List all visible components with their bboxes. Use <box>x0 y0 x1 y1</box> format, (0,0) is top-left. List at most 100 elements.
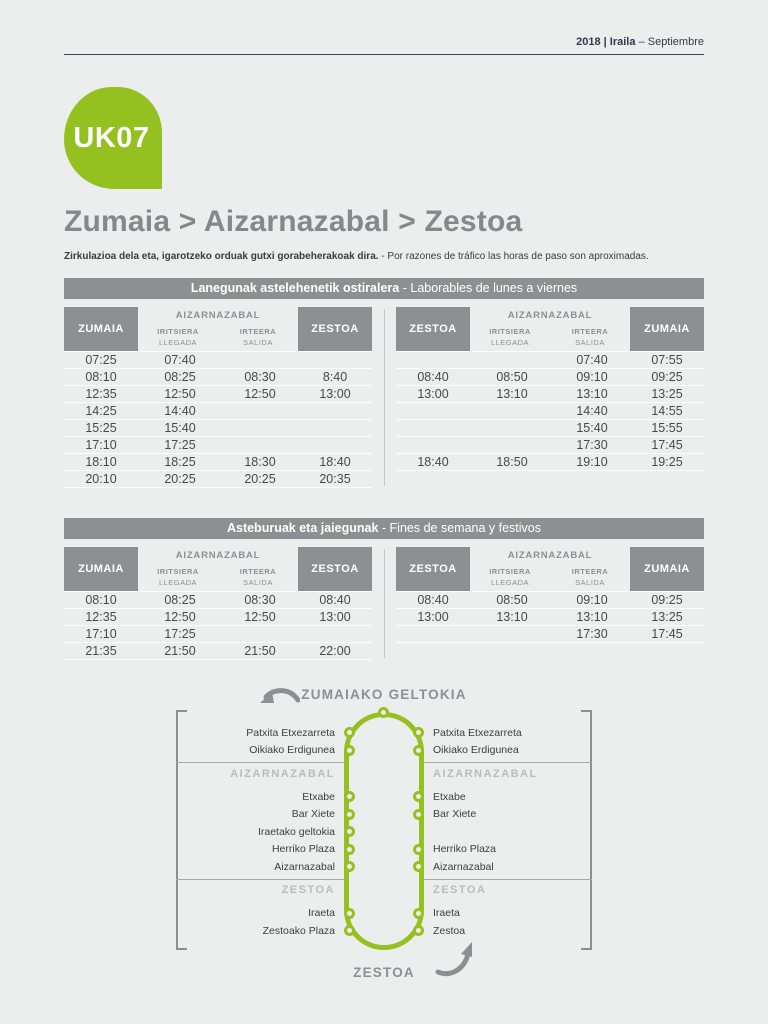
time-cell: 08:40 <box>319 593 351 607</box>
time-cell: 08:25 <box>164 370 196 384</box>
table-row: 07:40 07:55 <box>396 352 704 369</box>
stop-dot <box>413 843 424 855</box>
time-cell: 18:30 <box>244 455 276 469</box>
header-rule <box>64 54 704 55</box>
stop-label: Herriko Plaza <box>433 843 497 856</box>
stop-dot <box>344 843 355 855</box>
stop-label: Zestoa <box>433 924 466 937</box>
stop-label: Aizarnazabal <box>274 860 335 873</box>
arrival-subheader: IRITSIERA LLEGADA <box>489 327 531 347</box>
stop-dots <box>344 925 424 937</box>
stop-dot <box>344 861 355 873</box>
destination-header: ZESTOA <box>298 547 372 591</box>
weekday-outbound-table: ZUMAIA AIZARNAZABAL IRITSIERA LLEGADA IR… <box>64 307 372 488</box>
timetable-body: 08:10 08:25 08:30 08:40 12:35 12:50 12:50 13:00… <box>64 591 372 660</box>
stop-label: Zestoako Plaza <box>262 924 335 937</box>
time-cell: 17:10 <box>85 627 117 641</box>
weekday-section-bar: Lanegunak astelehenetik ostiralera - Lab… <box>64 278 704 299</box>
edition-date-rest: – Septiembre <box>638 36 704 48</box>
stop-dot <box>413 808 424 820</box>
stop-dot <box>413 907 424 919</box>
table-row: 20:10 20:25 20:25 20:35 <box>64 471 372 488</box>
stop-dot <box>344 744 355 756</box>
time-cell: 17:10 <box>85 438 117 452</box>
time-cell: 17:45 <box>651 627 683 641</box>
time-cell: 18:25 <box>164 455 196 469</box>
stop-label: Etxabe <box>302 790 335 803</box>
mid-stop-header: AIZARNAZABAL <box>507 550 593 561</box>
time-cell: 14:40 <box>576 404 608 418</box>
stop-label: Patxita Etxezarreta <box>433 726 522 739</box>
time-cell: 09:25 <box>651 370 683 384</box>
time-cell: 15:55 <box>651 421 683 435</box>
stop-dot <box>413 727 424 739</box>
time-cell: 17:30 <box>576 627 608 641</box>
origin-header: ZUMAIA <box>64 307 138 351</box>
destination-header: ZUMAIA <box>630 547 704 591</box>
time-cell: 13:10 <box>496 610 528 624</box>
time-cell: 20:25 <box>244 472 276 486</box>
traffic-note-es: - Por razones de tráfico las horas de pa… <box>381 251 649 262</box>
diagram-bottom-label: ZESTOA <box>353 964 415 980</box>
origin-header: ZESTOA <box>396 547 470 591</box>
stop-dot <box>413 744 424 756</box>
time-cell: 09:10 <box>576 593 608 607</box>
stop-dot <box>344 925 355 937</box>
diagram-stop-row: Aizarnazabal Aizarnazabal <box>176 858 592 876</box>
diagram-stop-row: Patxita Etxezarreta Patxita Etxezarreta <box>176 724 592 742</box>
table-row: 07:25 07:40 <box>64 352 372 369</box>
time-cell: 08:40 <box>417 370 449 384</box>
stop-dot <box>413 861 424 873</box>
stop-label: Oikiako Erdigunea <box>433 744 519 757</box>
stop-label: Herriko Plaza <box>271 843 335 856</box>
table-row: 08:10 08:25 08:30 08:40 <box>64 592 372 609</box>
time-cell: 13:00 <box>417 610 449 624</box>
page-title: Zumaia > Aizarnazabal > Zestoa <box>64 205 523 238</box>
diagram-section-header: AIZARNAZABAL AIZARNAZABAL <box>176 759 592 788</box>
stop-label: Etxabe <box>433 790 466 803</box>
diagram-stop-row: Etxabe Etxabe <box>176 788 592 806</box>
departure-subheader: IRTEERA SALIDA <box>239 327 277 347</box>
time-cell: 20:25 <box>164 472 196 486</box>
time-cell: 12:35 <box>85 610 117 624</box>
arrival-subheader: IRITSIERA LLEGADA <box>489 567 531 587</box>
diagram-stop-row: Herriko Plaza Herriko Plaza <box>176 841 592 859</box>
time-cell: 13:00 <box>417 387 449 401</box>
left-bracket <box>176 710 187 950</box>
time-cell: 08:50 <box>496 370 528 384</box>
departure-subheader: IRTEERA SALIDA <box>571 327 609 347</box>
time-cell: 18:50 <box>496 455 528 469</box>
weekend-section-bar: Asteburuak eta jaiegunak - Fines de sema… <box>64 518 704 539</box>
time-cell: 13:25 <box>651 610 683 624</box>
weekend-title-eu: Asteburuak eta jaiegunak <box>226 521 379 535</box>
table-row: 21:35 21:50 21:50 22:00 <box>64 643 372 660</box>
section-label: ZESTOA <box>281 884 335 896</box>
stop-dot <box>378 707 389 718</box>
weekday-return-table: ZESTOA AIZARNAZABAL IRITSIERA LLEGADA IR… <box>396 307 704 488</box>
stop-dots <box>344 727 424 739</box>
diagram-stop-row: Iraetako geltokia <box>176 823 592 841</box>
table-row: 08:40 08:50 09:10 09:25 <box>396 369 704 386</box>
table-row: 17:30 17:45 <box>396 626 704 643</box>
edition-date-bold: 2018 | Iraila <box>576 36 636 48</box>
time-cell: 18:10 <box>85 455 117 469</box>
time-cell: 19:10 <box>576 455 608 469</box>
route-entry-arrow-icon <box>260 688 300 703</box>
time-cell: 17:25 <box>164 438 196 452</box>
time-cell: 08:40 <box>417 593 449 607</box>
stop-dots <box>344 744 424 756</box>
time-cell: 13:10 <box>496 387 528 401</box>
time-cell: 21:35 <box>85 644 117 658</box>
time-cell: 8:40 <box>322 370 348 384</box>
stop-dots <box>344 843 424 855</box>
diagram-stop-row: Zestoako Plaza Zestoa <box>176 922 592 940</box>
time-cell: 20:35 <box>319 472 351 486</box>
mid-stop-header: AIZARNAZABAL <box>175 310 261 321</box>
weekday-title-es: - Laborables de lunes a viernes <box>402 281 578 295</box>
table-row: 17:30 17:45 <box>396 437 704 454</box>
time-cell: 14:25 <box>85 404 117 418</box>
time-cell: 14:55 <box>651 404 683 418</box>
time-cell: 13:10 <box>576 610 608 624</box>
time-cell: 21:50 <box>244 644 276 658</box>
